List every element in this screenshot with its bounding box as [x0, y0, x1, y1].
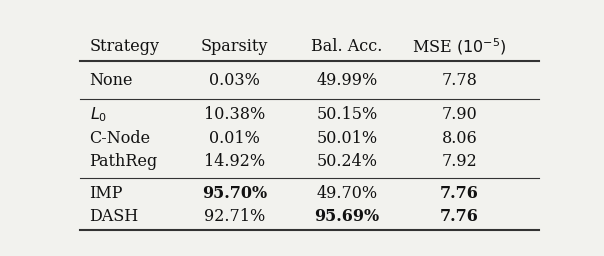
Text: 49.99%: 49.99%	[316, 72, 378, 90]
Text: 95.69%: 95.69%	[315, 208, 379, 226]
Text: None: None	[89, 72, 133, 90]
Text: $L_0$: $L_0$	[89, 105, 107, 124]
Text: PathReg: PathReg	[89, 153, 158, 170]
Text: 50.24%: 50.24%	[316, 153, 378, 170]
Text: 10.38%: 10.38%	[204, 106, 265, 123]
Text: 7.76: 7.76	[440, 185, 479, 202]
Text: 0.03%: 0.03%	[209, 72, 260, 90]
Text: C-Node: C-Node	[89, 130, 150, 147]
Text: 7.78: 7.78	[442, 72, 477, 90]
Text: Sparsity: Sparsity	[201, 38, 268, 55]
Text: DASH: DASH	[89, 208, 139, 226]
Text: 7.90: 7.90	[442, 106, 477, 123]
Text: 92.71%: 92.71%	[204, 208, 265, 226]
Text: MSE $(10^{-5})$: MSE $(10^{-5})$	[412, 36, 507, 57]
Text: 7.76: 7.76	[440, 208, 479, 226]
Text: 49.70%: 49.70%	[316, 185, 378, 202]
Text: 50.01%: 50.01%	[316, 130, 378, 147]
Text: 7.92: 7.92	[442, 153, 477, 170]
Text: 95.70%: 95.70%	[202, 185, 267, 202]
Text: Strategy: Strategy	[89, 38, 159, 55]
Text: 8.06: 8.06	[442, 130, 477, 147]
Text: 0.01%: 0.01%	[209, 130, 260, 147]
Text: 50.15%: 50.15%	[316, 106, 378, 123]
Text: Bal. Acc.: Bal. Acc.	[311, 38, 383, 55]
Text: IMP: IMP	[89, 185, 123, 202]
Text: 14.92%: 14.92%	[204, 153, 265, 170]
